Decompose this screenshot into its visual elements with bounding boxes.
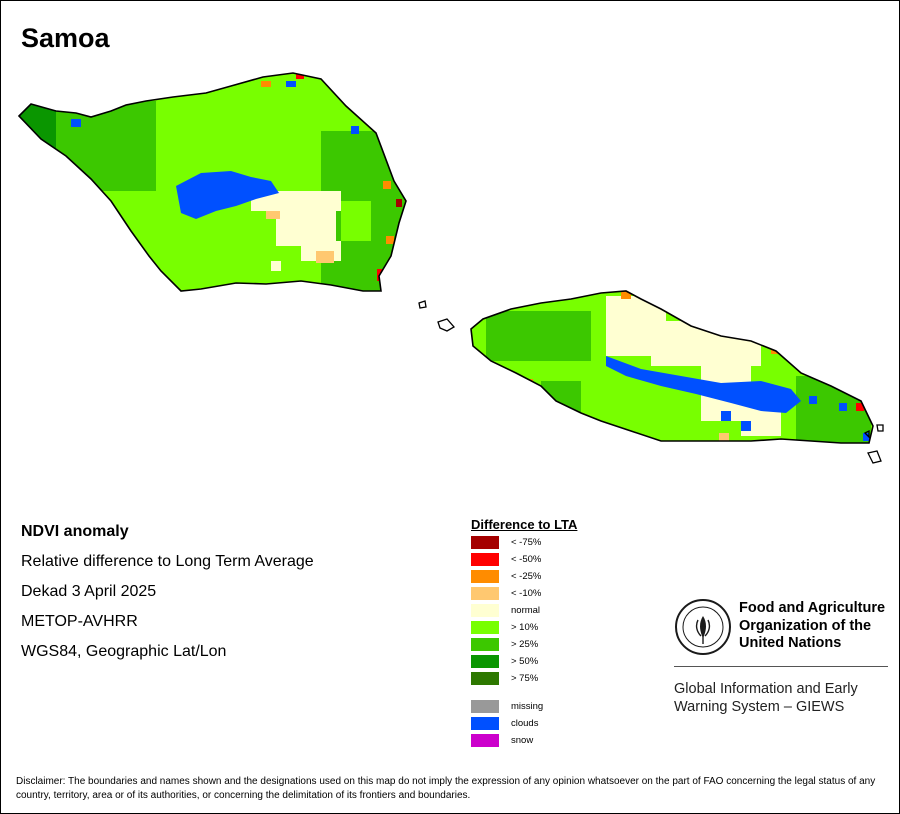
- legend-swatch: [471, 604, 499, 617]
- info-line: METOP-AVHRR: [21, 613, 138, 630]
- legend-label: missing: [511, 701, 544, 712]
- info-line: Dekad 3 April 2025: [21, 583, 157, 600]
- disclaimer: Disclaimer: The boundaries and names sho…: [16, 776, 876, 801]
- legend-label: clouds: [511, 718, 539, 729]
- legend-swatch: [471, 570, 499, 583]
- legend-swatch: [471, 536, 499, 549]
- legend-swatch-clouds: [471, 717, 499, 730]
- legend-label: > 10%: [511, 622, 539, 633]
- legend-label: < -10%: [511, 588, 542, 599]
- giews-subtitle: Global Information and Early Warning Sys…: [674, 681, 858, 715]
- legend-label: < -25%: [511, 571, 542, 582]
- legend-swatch: [471, 655, 499, 668]
- legend-title: Difference to LTA: [471, 517, 578, 532]
- legend-swatch: [471, 672, 499, 685]
- fao-org-name: Food and Agriculture Organization of the…: [739, 600, 886, 651]
- fao-logo: [675, 599, 731, 655]
- legend-label: < -75%: [511, 537, 542, 548]
- legend-swatch: [471, 638, 499, 651]
- legend-swatch-missing: [471, 700, 499, 713]
- islet-namua: [863, 429, 870, 439]
- islet-manono: [437, 318, 456, 332]
- upolu-island: [471, 291, 873, 443]
- upolu-coastline: [470, 290, 874, 444]
- map-canvas: [17, 72, 884, 464]
- legend-label: snow: [511, 735, 534, 746]
- savaii-island: [19, 73, 406, 291]
- islet-apolima: [418, 300, 427, 309]
- info-line: WGS84, Geographic Lat/Lon: [21, 643, 227, 660]
- legend-label: > 75%: [511, 673, 539, 684]
- legend-swatch: [471, 621, 499, 634]
- legend-label: normal: [511, 605, 541, 616]
- legend-swatch: [471, 553, 499, 566]
- legend-swatch: [471, 587, 499, 600]
- info-line: Relative difference to Long Term Average: [21, 553, 314, 570]
- legend-label: < -50%: [511, 554, 542, 565]
- map-title: Samoa: [21, 23, 110, 53]
- islet-nuulua: [876, 424, 884, 432]
- legend-swatch-snow: [471, 734, 499, 747]
- legend-label: > 50%: [511, 656, 539, 667]
- islet-nuutele: [867, 450, 882, 464]
- legend-label: > 25%: [511, 639, 539, 650]
- savaii-coastline: [17, 72, 407, 292]
- info-heading: NDVI anomaly: [21, 523, 129, 540]
- logo-divider: [674, 666, 888, 667]
